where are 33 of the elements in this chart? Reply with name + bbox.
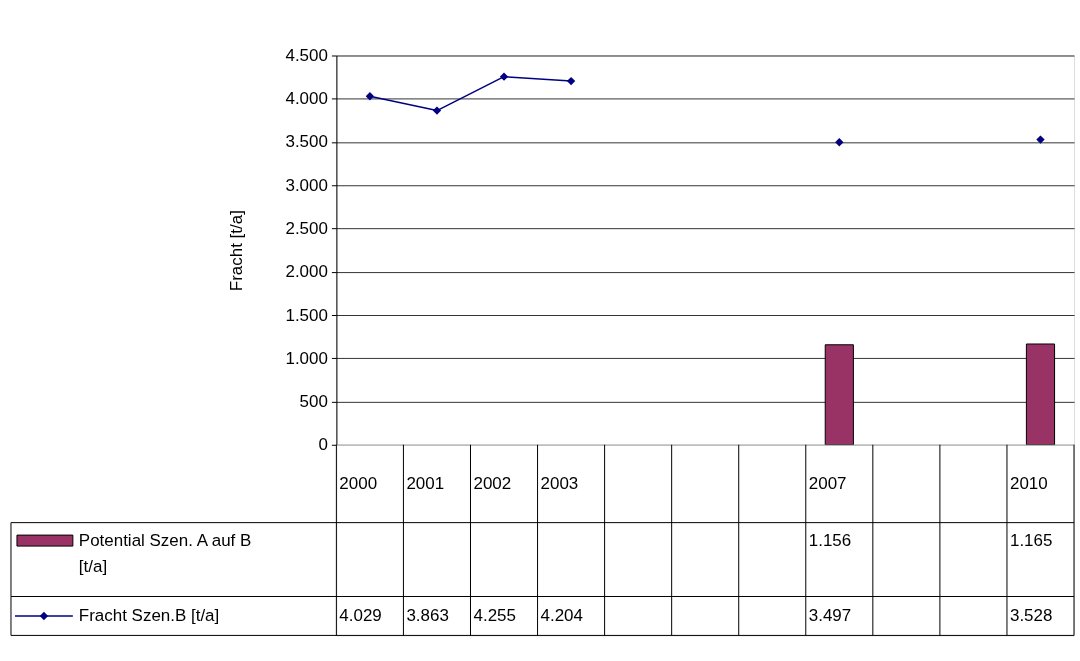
point (835, 138, 844, 147)
x-tick-label: 2002 (473, 473, 512, 493)
legend-label: Fracht Szen.B [t/a] (78, 605, 220, 625)
y-tick-label: 1.000 (285, 348, 328, 368)
x-tick-label: 2007 (808, 473, 847, 493)
x-tick-label: 2001 (406, 473, 445, 493)
point (1036, 135, 1045, 144)
point (432, 106, 442, 115)
point (566, 76, 576, 86)
data-label: 4.255 (473, 605, 516, 625)
point (499, 72, 509, 81)
data-label: 4.204 (540, 605, 583, 625)
y-tick-label: 2.500 (285, 218, 328, 238)
data-label: 3.497 (808, 605, 852, 625)
y-tick-label: 4.000 (285, 89, 328, 109)
y-tick-label: 3.500 (285, 132, 328, 152)
x-tick-label: 2000 (339, 473, 378, 493)
y-tick-label: 1.500 (285, 305, 328, 325)
y-tick-label: 4.500 (285, 45, 328, 65)
data-label: 1.156 (808, 530, 852, 550)
x-tick-label: 2010 (1009, 473, 1048, 493)
y-tick-label: 2.000 (285, 262, 328, 282)
y-tick-label: 500 (299, 392, 328, 412)
y-axis-title: Fracht [t/a] (226, 210, 246, 292)
x-tick-label: 2003 (540, 473, 579, 493)
point (365, 92, 375, 101)
legend-label: Potential Szen. A auf B [t/a] (78, 530, 252, 576)
y-tick-label: 3.000 (285, 175, 328, 195)
data-label: 3.863 (406, 605, 449, 625)
y-tick-label: 0 (318, 435, 328, 455)
data-label: 1.165 (1009, 530, 1053, 550)
data-label: 3.528 (1009, 605, 1053, 625)
data-label: 4.029 (339, 605, 382, 625)
